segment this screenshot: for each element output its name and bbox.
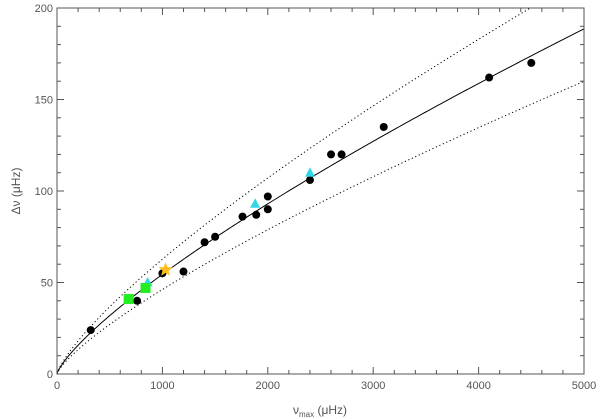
data-point-circle [327,150,336,159]
data-point-circle [238,212,247,221]
data-point-triangle [304,167,315,177]
dotted-bound-curve [57,80,584,374]
data-point-circle [263,192,272,201]
data-point-circle [305,176,314,185]
x-tick-label: 1000 [150,380,174,392]
x-tick-label: 5000 [572,380,596,392]
data-point-circle [485,73,494,82]
data-point-square [123,293,134,304]
axis-labels: νmax (μHz) Δν (μHz) [9,168,347,419]
y-tick-label: 100 [35,186,53,198]
y-axis-label: Δν (μHz) [9,168,23,215]
data-point-circle [527,58,536,67]
data-point-circle [179,267,188,276]
x-tick-label: 4000 [466,380,490,392]
data-point-star [158,262,173,276]
data-point-circle [252,210,261,219]
x-tick-label: 0 [54,380,60,392]
data-point-circle [133,296,142,305]
y-tick-label: 0 [47,369,53,381]
x-axis-label: νmax (μHz) [293,403,347,419]
axes: 0 1000 2000 3000 4000 5000 0 50 100 150 200 [35,3,597,392]
dotted-bound-curve [57,8,532,374]
data-point-triangle [250,198,261,208]
data-point-circle [86,326,95,335]
y-tick-label: 50 [41,278,53,290]
data-points [86,58,536,335]
x-tick-label: 2000 [256,380,280,392]
y-tick-label: 200 [35,3,53,15]
data-point-square [140,282,151,293]
data-point-circle [263,205,272,214]
fit-curves [57,8,584,374]
data-point-circle [200,238,209,247]
y-tick-label: 150 [35,95,53,107]
data-point-circle [211,232,220,241]
x-tick-label: 3000 [361,380,385,392]
data-point-circle [379,122,388,131]
data-point-circle [337,150,346,159]
plot-frame [56,7,585,375]
fit-curve [57,28,584,374]
